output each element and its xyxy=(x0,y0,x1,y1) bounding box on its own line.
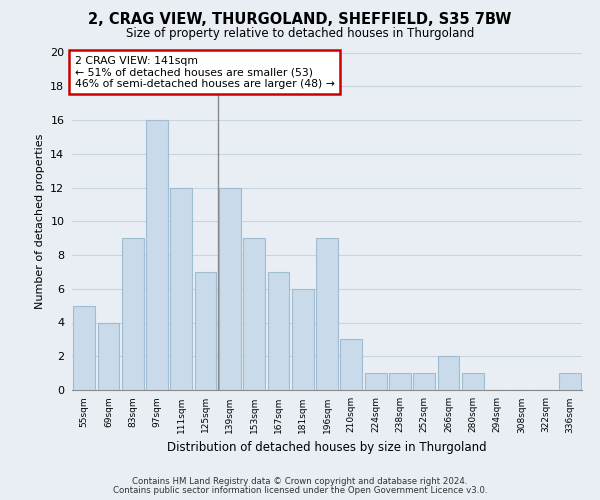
Bar xyxy=(268,272,289,390)
Bar xyxy=(122,238,143,390)
Bar xyxy=(97,322,119,390)
Bar xyxy=(559,373,581,390)
Bar xyxy=(219,188,241,390)
Bar xyxy=(389,373,411,390)
Text: 2 CRAG VIEW: 141sqm
← 51% of detached houses are smaller (53)
46% of semi-detach: 2 CRAG VIEW: 141sqm ← 51% of detached ho… xyxy=(74,56,334,89)
Bar xyxy=(73,306,95,390)
Bar xyxy=(340,340,362,390)
Text: Size of property relative to detached houses in Thurgoland: Size of property relative to detached ho… xyxy=(126,28,474,40)
Bar xyxy=(413,373,435,390)
Text: Contains public sector information licensed under the Open Government Licence v3: Contains public sector information licen… xyxy=(113,486,487,495)
Bar xyxy=(462,373,484,390)
X-axis label: Distribution of detached houses by size in Thurgoland: Distribution of detached houses by size … xyxy=(167,441,487,454)
Bar xyxy=(243,238,265,390)
Text: 2, CRAG VIEW, THURGOLAND, SHEFFIELD, S35 7BW: 2, CRAG VIEW, THURGOLAND, SHEFFIELD, S35… xyxy=(88,12,512,28)
Bar xyxy=(170,188,192,390)
Bar xyxy=(194,272,217,390)
Bar xyxy=(146,120,168,390)
Bar xyxy=(292,289,314,390)
Text: Contains HM Land Registry data © Crown copyright and database right 2024.: Contains HM Land Registry data © Crown c… xyxy=(132,477,468,486)
Y-axis label: Number of detached properties: Number of detached properties xyxy=(35,134,44,309)
Bar xyxy=(437,356,460,390)
Bar xyxy=(316,238,338,390)
Bar xyxy=(365,373,386,390)
